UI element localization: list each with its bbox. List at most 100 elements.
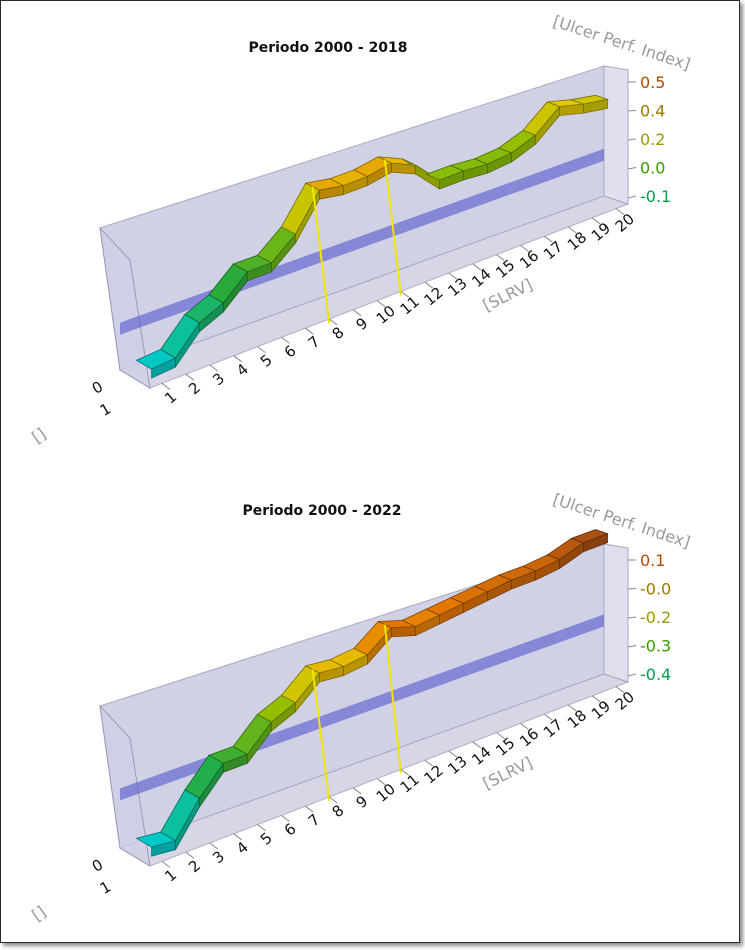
x-tick-mark [257,346,266,354]
x-tick-label: 11 [397,771,423,797]
z-axis-title: [] [28,902,49,925]
marker-line [383,159,402,296]
x-tick-label: 15 [492,734,518,760]
x-tick-label: 9 [352,314,371,334]
x-tick-mark [209,364,219,372]
depth-tick-label: 1 [97,399,114,419]
x-tick-mark [305,805,314,813]
marker-line [311,186,331,324]
x-tick-mark [305,327,314,335]
x-tick-mark [615,686,625,693]
box-side-wall [603,543,629,683]
x-tick-label: 10 [373,780,399,806]
y-tick-mark [627,167,637,170]
x-tick-mark [209,842,219,850]
x-tick-label: 1 [161,866,180,886]
x-tick-label: 13 [444,274,470,300]
y-tick-label: 0.2 [640,130,665,149]
x-tick-label: 2 [185,856,204,876]
y-tick-label: 0.0 [640,159,665,178]
marker-line [383,624,402,774]
y-tick-label: -0.2 [640,608,671,627]
x-tick-label: 8 [329,323,348,343]
marker-line [311,669,331,802]
x-tick-label: 18 [564,228,590,254]
x-tick-mark [472,263,481,271]
y-tick-mark [627,645,637,648]
y-tick-mark [627,588,637,590]
x-tick-label: 5 [257,829,276,849]
x-tick-label: 15 [492,256,518,282]
y-tick-mark [627,138,637,141]
x-tick-mark [257,824,266,831]
depth-tick-label: 1 [97,877,114,897]
x-tick-label: 13 [444,752,470,778]
x-tick-label: 20 [612,688,638,714]
x-tick-mark [376,778,386,785]
x-tick-mark [376,300,386,308]
x-tick-mark [591,695,601,703]
x-tick-mark [281,815,290,822]
x-tick-label: 10 [373,302,399,328]
x-tick-mark [567,704,577,712]
depth-tick-label: 0 [89,855,106,875]
x-tick-mark [161,382,171,390]
ribbon-face [583,533,608,553]
x-tick-label: 12 [421,761,447,787]
x-tick-mark [448,272,458,280]
x-tick-label: 18 [564,706,590,732]
y-tick-mark [627,195,637,199]
x-tick-mark [520,244,529,252]
x-tick-mark [567,226,577,234]
x-tick-label: 16 [516,725,542,751]
x-tick-mark [281,336,290,344]
x-tick-label: 19 [588,697,614,723]
y-axis-title: [Ulcer Perf. Index] [551,12,693,74]
x-tick-label: 17 [540,237,566,263]
x-tick-mark [185,373,195,381]
x-tick-mark [448,750,458,758]
x-tick-label: 8 [329,801,348,821]
x-tick-label: 14 [468,743,494,769]
x-tick-mark [400,769,410,776]
x-tick-label: 16 [516,247,542,273]
box-left-wall [99,704,151,867]
x-tick-mark [472,741,481,749]
x-tick-mark [544,235,553,243]
y-tick-mark [627,616,637,619]
x-tick-label: 3 [209,369,228,389]
x-tick-mark [352,787,362,795]
x-tick-label: 4 [233,360,252,380]
box-left-wall [99,226,151,389]
x-tick-mark [352,309,362,317]
y-tick-label: -0.3 [640,637,671,656]
y-tick-label: 0.1 [640,551,665,570]
x-tick-label: 7 [305,332,324,352]
x-tick-mark [400,290,410,298]
depth-tick-label: 0 [89,377,106,397]
x-tick-label: 20 [612,210,638,236]
chart-title: Periodo 2000 - 2018 [248,40,407,56]
y-tick-label: -0.1 [640,187,671,206]
x-tick-label: 7 [305,810,324,830]
x-tick-mark [496,254,505,262]
y-tick-mark [627,110,637,112]
x-tick-label: 4 [233,838,252,858]
x-tick-label: 11 [397,293,423,319]
x-tick-label: 6 [281,342,300,362]
y-tick-label: 0.5 [640,73,665,92]
x-tick-label: 9 [352,792,371,812]
ribbon-face [583,99,608,114]
x-tick-mark [185,851,195,859]
x-tick-mark [520,723,529,730]
y-tick-label: -0.4 [640,665,671,684]
x-tick-mark [328,318,338,326]
x-tick-label: 1 [161,388,180,408]
x-tick-label: 17 [540,715,566,741]
y-tick-label: -0.0 [640,580,671,599]
x-tick-mark [328,796,338,804]
box-side-wall [603,65,629,205]
